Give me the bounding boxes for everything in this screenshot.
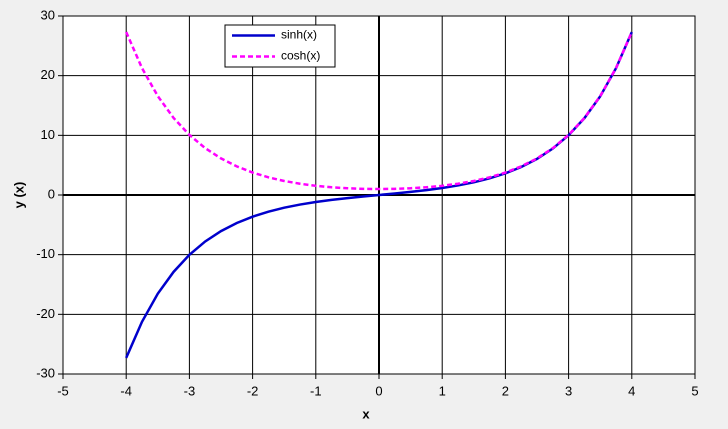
x-tick-label: -2: [247, 383, 259, 398]
legend-label: cosh(x): [281, 49, 320, 63]
legend-label: sinh(x): [281, 28, 317, 42]
series-line: [125, 31, 633, 191]
y-tick-label: 0: [48, 186, 55, 201]
x-tick-label: 5: [691, 383, 698, 398]
x-tick-label: 4: [628, 383, 635, 398]
y-tick-label: 20: [41, 67, 55, 82]
x-tick-label: -1: [310, 383, 322, 398]
y-tick-label: -30: [36, 365, 55, 380]
x-tick-label: 0: [375, 383, 382, 398]
x-tick-label: 1: [439, 383, 446, 398]
x-tick-label: 2: [502, 383, 509, 398]
y-tick-label: -20: [36, 306, 55, 321]
x-tick-label: -5: [57, 383, 69, 398]
x-tick-label: -3: [184, 383, 196, 398]
y-tick-label: 10: [41, 127, 55, 142]
y-tick-label: 30: [41, 7, 55, 22]
x-tick-label: 3: [565, 383, 572, 398]
x-axis-title: x: [362, 406, 370, 421]
legend-box: [224, 24, 336, 68]
y-axis-title: y (x): [11, 182, 26, 209]
y-tick-label: -10: [36, 246, 55, 261]
x-tick-label: -4: [120, 383, 132, 398]
plot-border: [62, 15, 696, 375]
